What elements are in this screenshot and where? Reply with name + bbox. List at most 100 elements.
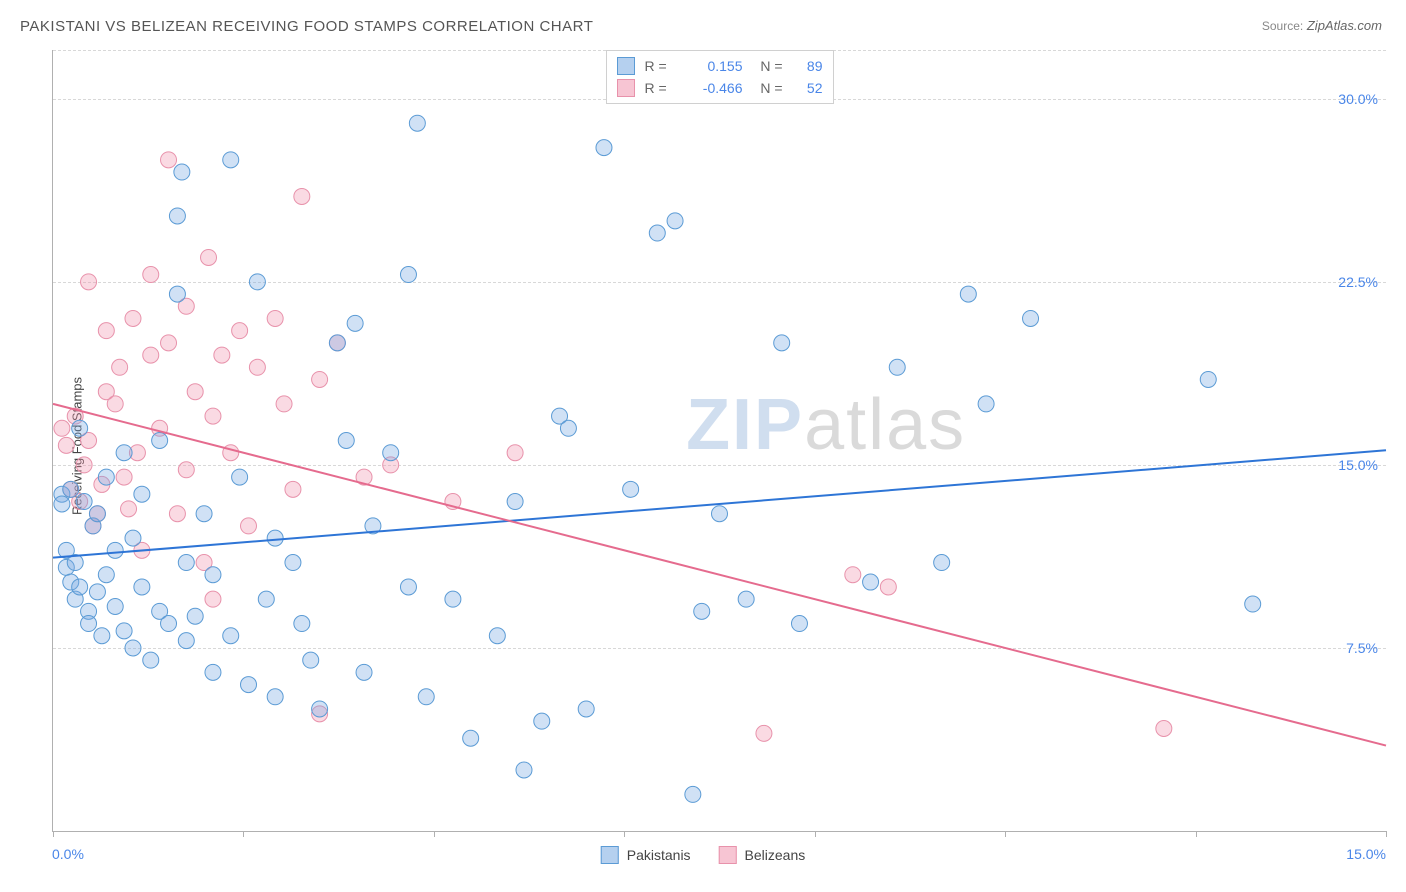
data-point [276,396,292,412]
legend-label-1: Belizeans [745,847,806,863]
data-point [312,371,328,387]
data-point [267,310,283,326]
data-point [76,457,92,473]
n-value-0: 89 [793,58,823,74]
data-point [507,494,523,510]
data-point [329,335,345,351]
data-point [214,347,230,363]
data-point [81,274,97,290]
data-point [54,420,70,436]
data-point [201,249,217,265]
data-point [161,616,177,632]
data-point [196,506,212,522]
data-point [205,591,221,607]
data-point [107,598,123,614]
data-point [960,286,976,302]
x-tick [1005,831,1006,837]
data-point [116,445,132,461]
data-point [534,713,550,729]
data-point [121,501,137,517]
data-point [1156,720,1172,736]
data-point [774,335,790,351]
data-point [161,152,177,168]
data-point [685,786,701,802]
data-point [338,433,354,449]
data-point [649,225,665,241]
data-point [400,267,416,283]
data-point [169,506,185,522]
data-point [143,267,159,283]
data-point [249,359,265,375]
data-point [1023,310,1039,326]
data-point [89,506,105,522]
data-point [72,579,88,595]
correlation-row-1: R = -0.466 N = 52 [617,77,823,99]
data-point [223,628,239,644]
data-point [934,555,950,571]
chart-plot-area: ZIPatlas R = 0.155 N = 89 R = -0.466 N =… [52,50,1386,832]
data-point [107,542,123,558]
x-tick [624,831,625,837]
data-point [116,623,132,639]
data-point [400,579,416,595]
x-tick [815,831,816,837]
x-tick [243,831,244,837]
data-point [89,584,105,600]
data-point [98,469,114,485]
data-point [125,640,141,656]
data-point [409,115,425,131]
data-point [205,664,221,680]
data-point [152,433,168,449]
data-point [694,603,710,619]
legend-swatch-pakistani [601,846,619,864]
data-point [507,445,523,461]
data-point [134,579,150,595]
data-point [174,164,190,180]
data-point [712,506,728,522]
data-point [205,567,221,583]
legend-item-pakistani: Pakistanis [601,846,691,864]
data-point [312,701,328,717]
data-point [445,591,461,607]
data-point [578,701,594,717]
data-point [267,689,283,705]
n-label: N = [753,80,783,96]
data-point [756,725,772,741]
series-legend: Pakistanis Belizeans [601,846,806,864]
x-tick [1386,831,1387,837]
data-point [58,437,74,453]
data-point [232,469,248,485]
data-point [187,608,203,624]
data-point [205,408,221,424]
legend-swatch-belizean [617,79,635,97]
data-point [94,628,110,644]
data-point [267,530,283,546]
x-tick [53,831,54,837]
data-point [76,494,92,510]
correlation-row-0: R = 0.155 N = 89 [617,55,823,77]
legend-item-belizean: Belizeans [719,846,806,864]
data-point [223,152,239,168]
data-point [560,420,576,436]
data-point [285,481,301,497]
data-point [978,396,994,412]
data-point [116,469,132,485]
data-point [1200,371,1216,387]
chart-title: PAKISTANI VS BELIZEAN RECEIVING FOOD STA… [20,18,593,35]
data-point [98,323,114,339]
x-tick [1196,831,1197,837]
data-point [356,664,372,680]
data-point [258,591,274,607]
data-point [463,730,479,746]
trend-line [53,404,1386,746]
data-point [596,140,612,156]
legend-swatch-pakistani [617,57,635,75]
data-point [1245,596,1261,612]
data-point [880,579,896,595]
data-point [72,420,88,436]
data-point [125,310,141,326]
data-point [241,518,257,534]
source-label: Source: [1262,19,1303,33]
scatter-svg [53,50,1386,831]
data-point [791,616,807,632]
